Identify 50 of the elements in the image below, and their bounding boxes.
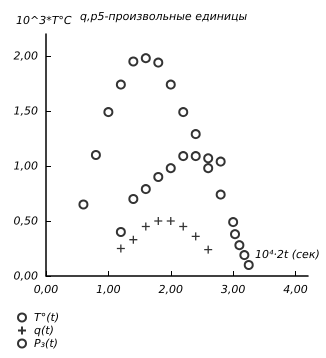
point bbox=[78, 200, 88, 210]
point bbox=[128, 56, 138, 66]
point bbox=[128, 235, 138, 244]
point bbox=[90, 150, 101, 160]
point bbox=[166, 163, 176, 174]
point bbox=[190, 129, 201, 140]
x-axis-title: 10⁴·2t (сек) bbox=[255, 248, 320, 261]
x-tick-label: 3,00 bbox=[220, 283, 246, 296]
point bbox=[204, 244, 213, 254]
point bbox=[228, 217, 238, 228]
point bbox=[154, 216, 163, 226]
point bbox=[116, 227, 126, 237]
point bbox=[216, 156, 226, 167]
point bbox=[203, 153, 214, 164]
point bbox=[178, 151, 188, 162]
x-tick-label: 0,00 bbox=[34, 283, 58, 296]
point bbox=[116, 244, 126, 254]
legend-label: P₃(t) bbox=[34, 337, 58, 350]
point bbox=[244, 260, 254, 270]
point bbox=[140, 53, 151, 64]
point bbox=[103, 107, 114, 118]
point bbox=[116, 80, 126, 90]
point bbox=[178, 222, 188, 232]
point bbox=[166, 80, 176, 90]
legend-label: q(t) bbox=[34, 324, 54, 337]
point bbox=[203, 163, 214, 174]
point bbox=[140, 184, 151, 194]
point bbox=[216, 190, 226, 200]
legend-label: T°(t) bbox=[34, 311, 60, 324]
chart-title: q,p5-произвольные единицы bbox=[80, 10, 248, 23]
y-axis-title: 10^3*T°C bbox=[16, 14, 72, 27]
point bbox=[153, 172, 164, 182]
point bbox=[166, 216, 176, 226]
y-tick-label: 1,50 bbox=[14, 104, 38, 118]
y-tick-label: 0,50 bbox=[14, 214, 38, 228]
y-tick-label: 1,00 bbox=[14, 160, 38, 172]
point bbox=[141, 222, 150, 232]
x-tick-label: 2,00 bbox=[158, 283, 184, 296]
point bbox=[239, 250, 250, 260]
point bbox=[230, 229, 240, 240]
y-tick-label: 2,00 bbox=[14, 50, 38, 62]
y-tick-label: 0,00 bbox=[14, 270, 38, 282]
point bbox=[234, 240, 244, 250]
point bbox=[190, 151, 201, 162]
point bbox=[128, 194, 138, 204]
point bbox=[178, 107, 188, 118]
point bbox=[153, 58, 164, 68]
x-tick-label: 1,00 bbox=[96, 283, 121, 296]
x-tick-label: 4,00 bbox=[283, 283, 308, 296]
point bbox=[191, 232, 200, 242]
